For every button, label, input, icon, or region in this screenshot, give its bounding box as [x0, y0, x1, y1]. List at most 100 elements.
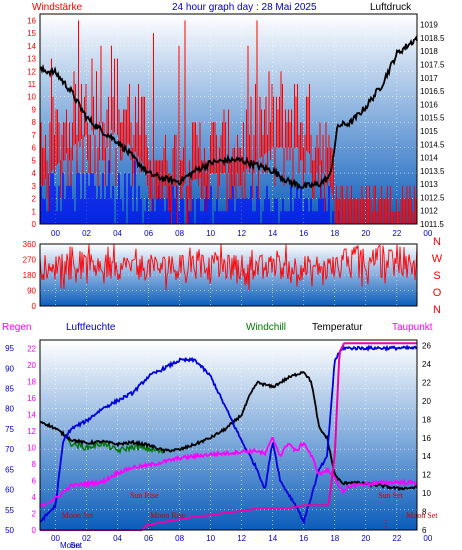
compass-0: N — [433, 236, 441, 248]
dewpoint-line — [39, 436, 418, 508]
p3-xtick-11: 22 — [392, 534, 401, 543]
pressure-tick-4: 1013.5 — [420, 167, 445, 176]
rain-tick-6: 6 — [32, 476, 37, 485]
temp-tick-14: 14 — [422, 452, 431, 461]
p1-xtick-11: 22 — [392, 229, 401, 238]
wind-tick-1: 1 — [32, 207, 37, 216]
p3-xtick-4: 08 — [175, 534, 184, 543]
pressure-series — [39, 35, 418, 191]
p1-xtick-1: 02 — [82, 229, 91, 238]
humidity-tick-75: 75 — [5, 425, 14, 434]
temp-tick-6: 6 — [422, 526, 427, 535]
wind-direction-series — [39, 243, 418, 291]
p1-xtick-6: 12 — [237, 229, 246, 238]
temp-tick-10: 10 — [422, 489, 431, 498]
legend-2: Windchill — [246, 322, 286, 333]
wind-tick-11: 11 — [28, 80, 37, 89]
direction-tick-0: 0 — [32, 302, 37, 311]
p3-xtick-9: 18 — [330, 534, 339, 543]
humidity-y-ticks: 50 55 60 65 70 75 80 85 90 95 — [5, 344, 14, 535]
annotation-3: Moon Rise — [150, 511, 186, 520]
pressure-axis-title: Luftdruck — [370, 2, 412, 13]
astro-annotations: Sun Rise Sun Set Moon Set Moon Rise Moon Set — [62, 491, 438, 530]
pressure-tick-6: 1014.5 — [420, 140, 445, 149]
humidity-tick-55: 55 — [5, 506, 14, 515]
pressure-tick-11: 1017 — [420, 74, 438, 83]
wind-tick-14: 14 — [27, 42, 36, 51]
p1-xtick-9: 18 — [330, 229, 339, 238]
rain-tick-10: 10 — [27, 443, 36, 452]
wind-tick-15: 15 — [27, 29, 36, 38]
temp-tick-22: 22 — [422, 378, 431, 387]
wind-tick-9: 9 — [32, 105, 37, 114]
temp-tick-12: 12 — [422, 471, 431, 480]
wind-tick-2: 2 — [32, 195, 37, 204]
wind-tick-7: 7 — [32, 131, 37, 140]
legend-4: Taupunkt — [392, 322, 433, 333]
pressure-tick-2: 1012.5 — [420, 193, 445, 202]
humidity-tick-70: 70 — [5, 445, 14, 454]
temp-tick-20: 20 — [422, 397, 431, 406]
humidity-tick-60: 60 — [5, 486, 14, 495]
p3-xtick-0: 00 — [51, 534, 60, 543]
pressure-tick-1: 1012 — [420, 207, 438, 216]
bottom-moon-label-0: Moon — [60, 541, 80, 550]
temp-tick-26: 26 — [422, 342, 431, 351]
pressure-tick-0: 1011.5 — [420, 220, 444, 229]
pressure-tick-8: 1015.5 — [420, 114, 445, 123]
wind-speed-bars — [40, 160, 340, 224]
rain-tick-20: 20 — [27, 361, 36, 370]
rain-tick-18: 18 — [27, 377, 36, 386]
bottom-moon-label-1: Set — [70, 541, 83, 550]
pressure-tick-14: 1018.5 — [420, 34, 445, 43]
p1-xtick-12: 00 — [423, 229, 432, 238]
wind-tick-3: 3 — [32, 182, 37, 191]
humidity-tick-85: 85 — [5, 385, 14, 394]
humidity-tick-65: 65 — [5, 465, 14, 474]
direction-tick-270: 270 — [23, 256, 37, 265]
p1-xtick-2: 04 — [113, 229, 122, 238]
wind-tick-13: 13 — [27, 55, 36, 64]
p3-xtick-6: 12 — [237, 534, 246, 543]
pressure-tick-12: 1017.5 — [420, 61, 445, 70]
legend-3: Temperatur — [312, 322, 363, 333]
wind-tick-12: 12 — [27, 67, 36, 76]
pressure-tick-3: 1013 — [420, 180, 438, 189]
pressure-tick-5: 1014 — [420, 154, 438, 163]
windchill-line — [67, 439, 165, 455]
pressure-line — [39, 35, 418, 191]
panel3-legend: Regen Luftfeuchte Windchill Temperatur Taupu… — [2, 322, 433, 333]
compass-2: S — [433, 270, 440, 282]
legend-1: Luftfeuchte — [66, 322, 116, 333]
pressure-tick-10: 1016.5 — [420, 87, 445, 96]
humidity-tick-90: 90 — [5, 364, 14, 373]
wind-tick-16: 16 — [27, 16, 36, 25]
rain-tick-2: 2 — [32, 509, 37, 518]
temp-tick-24: 24 — [422, 360, 431, 369]
humidity-tick-80: 80 — [5, 405, 14, 414]
p3-xtick-3: 06 — [144, 534, 153, 543]
direction-y-ticks: 0 90 180 270 360 — [23, 240, 37, 311]
p1-xtick-5: 10 — [206, 229, 215, 238]
rain-tick-4: 4 — [32, 493, 37, 502]
compass-1: W — [432, 253, 443, 265]
rain-y-ticks: 0 2 4 6 8 10 12 14 16 18 20 22 — [27, 344, 36, 535]
rain-tick-16: 16 — [27, 394, 36, 403]
p3-xtick-12: 00 — [423, 534, 432, 543]
pressure-tick-15: 1019 — [420, 21, 438, 30]
annotation-2: Moon Set — [62, 511, 94, 520]
wind-tick-4: 4 — [32, 169, 37, 178]
pressure-tick-13: 1018 — [420, 47, 438, 56]
p1-xtick-8: 16 — [299, 229, 308, 238]
wind-direction-line — [39, 243, 418, 291]
direction-tick-360: 360 — [23, 240, 37, 249]
wind-gust-series — [40, 20, 417, 224]
p3-xtick-10: 20 — [361, 534, 370, 543]
p3-xtick-1: 02 — [82, 534, 91, 543]
p3-xtick-8: 16 — [299, 534, 308, 543]
wind-tick-6: 6 — [32, 144, 37, 153]
